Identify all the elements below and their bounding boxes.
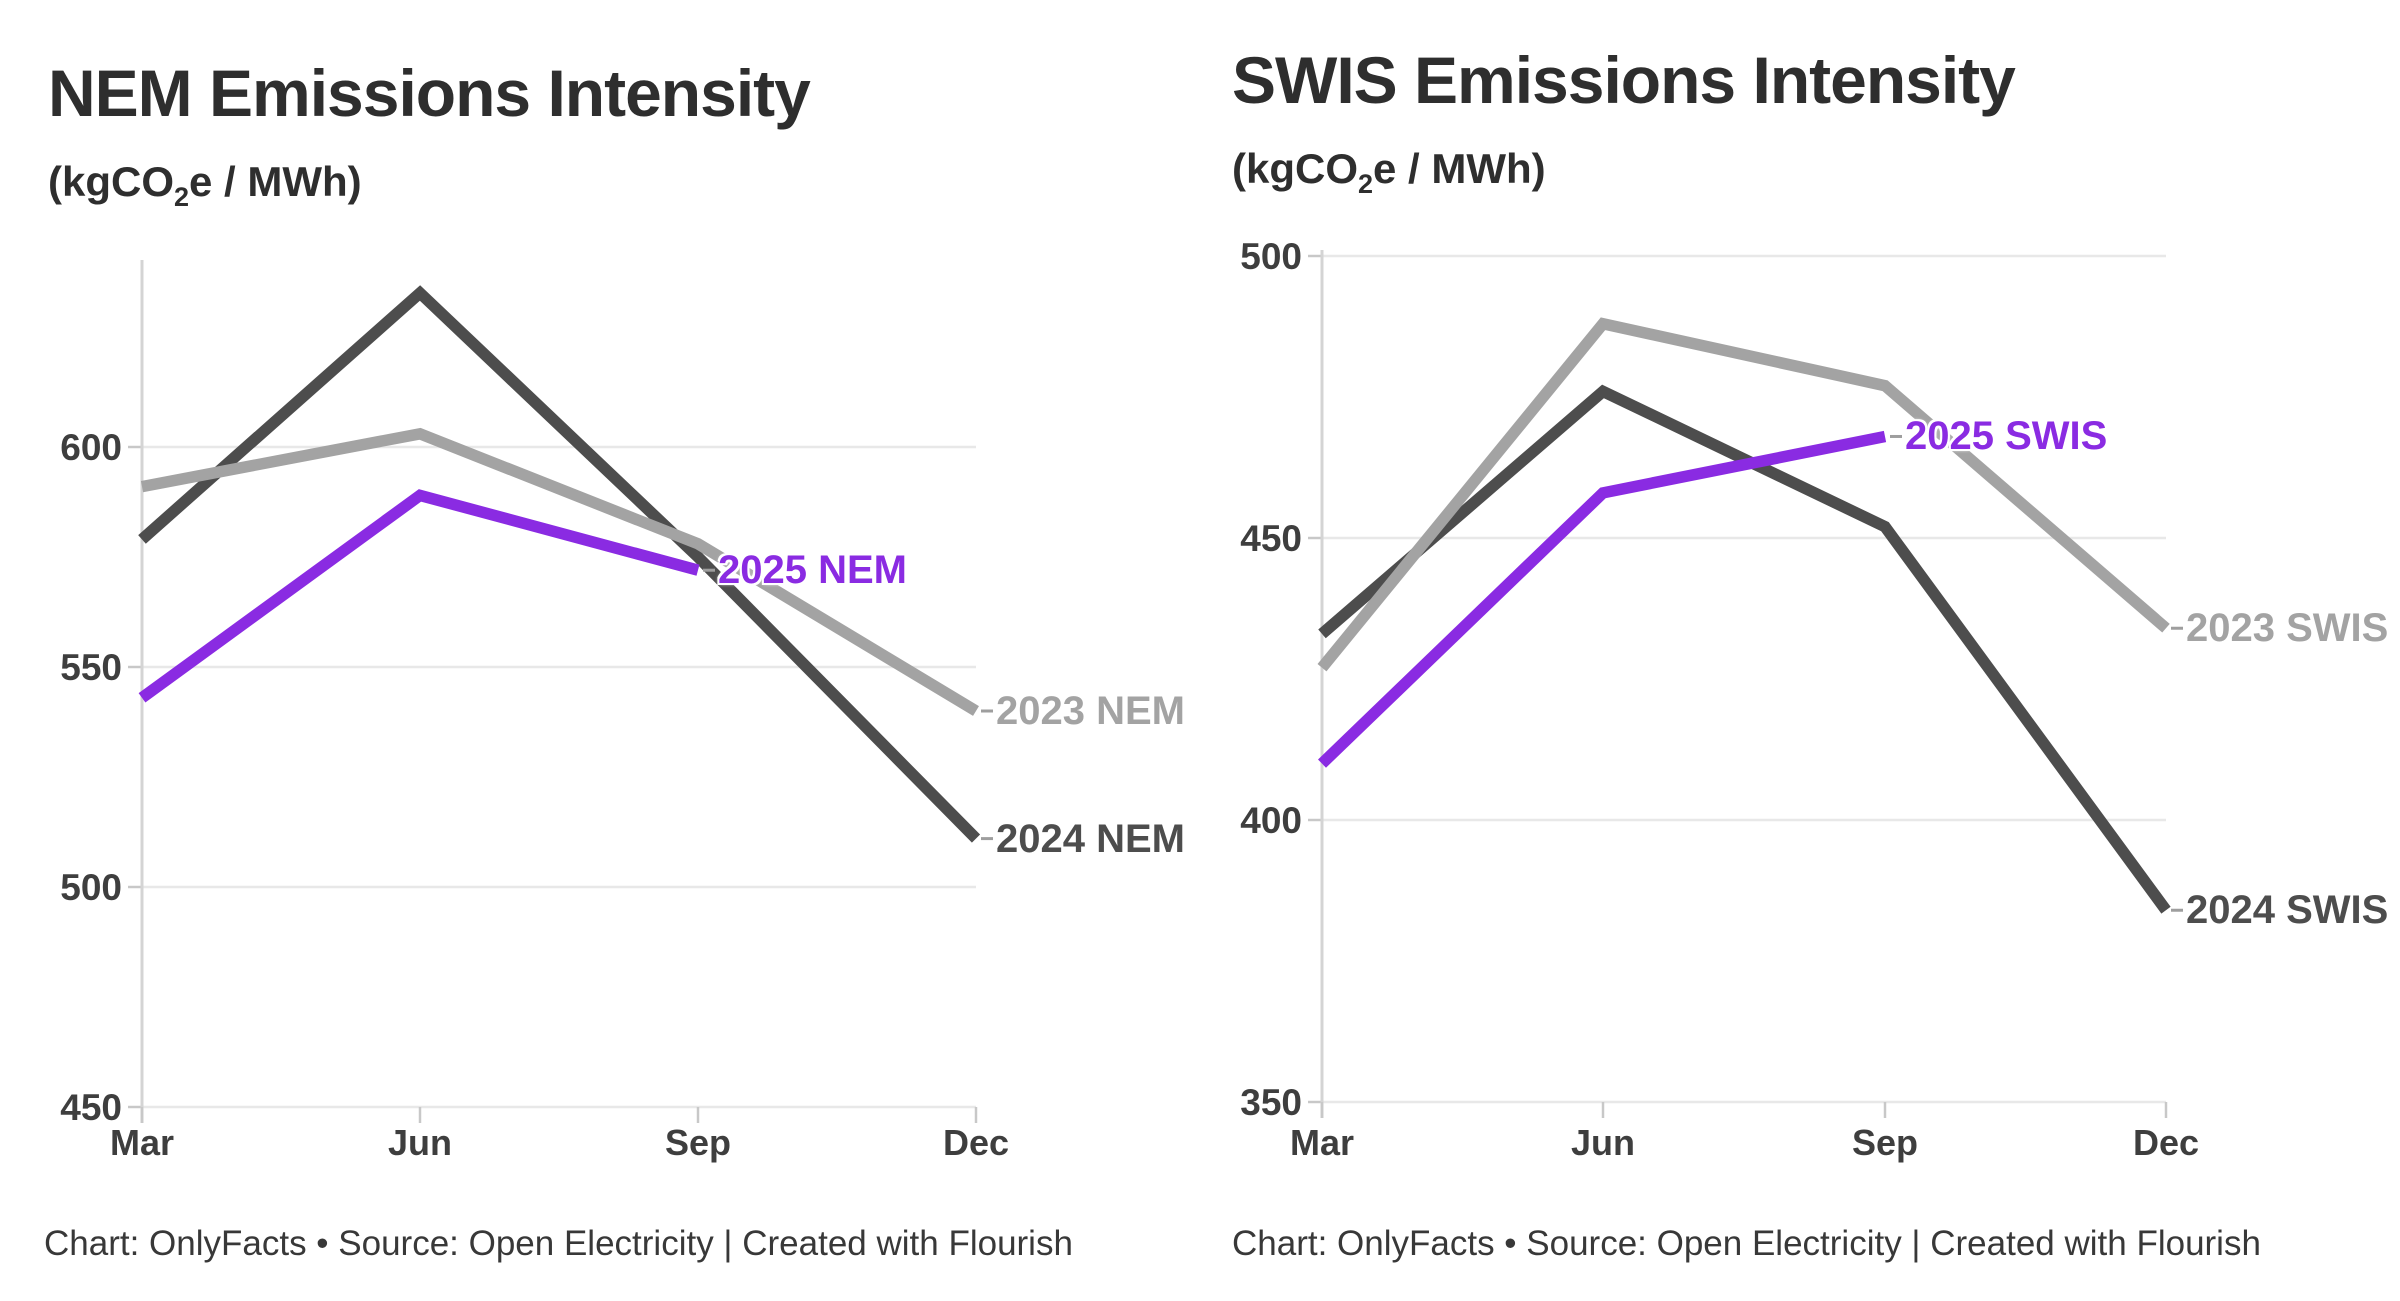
- series-label-2025-nem: 2025 NEM: [718, 548, 907, 593]
- subtitle-text: e / MWh): [1373, 145, 1546, 192]
- x-tick-label-swis-Dec: Dec: [2132, 1122, 2200, 1163]
- x-tick-label-nem-Sep: Sep: [664, 1122, 732, 1163]
- y-tick-label-swis-450: 450: [1240, 518, 1302, 559]
- series-label-2025-swis: 2025 SWIS: [1905, 414, 2108, 459]
- subtitle-subscript: 2: [174, 182, 190, 212]
- y-tick-label-swis-500: 500: [1240, 236, 1302, 277]
- series-line-2023-swis: [1317, 317, 2170, 672]
- chart-footer-nem: Chart: OnlyFacts • Source: Open Electric…: [44, 1224, 1073, 1263]
- series-line-2024-nem: [138, 285, 981, 843]
- y-tick-label-nem-450: 450: [60, 1087, 122, 1128]
- x-tick-label-nem-Jun: Jun: [387, 1122, 452, 1163]
- chart-subtitle-nem: (kgCO2e / MWh): [48, 158, 362, 212]
- series-label-2023-nem: 2023 NEM: [996, 689, 1185, 733]
- chart-title-nem: NEM Emissions Intensity: [48, 56, 811, 130]
- y-tick-label-swis-400: 400: [1240, 800, 1302, 841]
- series-label-2024-nem: 2024 NEM: [996, 816, 1185, 861]
- chart-footer-swis: Chart: OnlyFacts • Source: Open Electric…: [1232, 1224, 2261, 1263]
- series-line-2025-nem: [138, 489, 700, 703]
- y-tick-label-nem-600: 600: [60, 427, 122, 468]
- y-tick-label-swis-350: 350: [1240, 1082, 1302, 1123]
- series-label-2024-swis: 2024 SWIS: [2186, 888, 2389, 933]
- subtitle-subscript: 2: [1358, 169, 1374, 199]
- y-tick-label-nem-550: 550: [60, 647, 122, 688]
- x-tick-label-swis-Mar: Mar: [1289, 1122, 1355, 1163]
- chart-subtitle-swis: (kgCO2e / MWh): [1232, 145, 1546, 199]
- series-line-2025-swis: [1318, 430, 1887, 768]
- chart-title-swis: SWIS Emissions Intensity: [1232, 43, 2016, 117]
- subtitle-text: (kgCO: [1232, 145, 1358, 192]
- series-label-2023-swis: 2023 SWIS: [2186, 606, 2389, 651]
- x-tick-label-swis-Sep: Sep: [1851, 1122, 1919, 1163]
- series-line-2023-nem: [140, 427, 979, 716]
- x-tick-label-nem-Dec: Dec: [942, 1122, 1010, 1163]
- y-tick-label-nem-500: 500: [60, 867, 122, 908]
- subtitle-text: (kgCO: [48, 158, 174, 205]
- x-tick-label-swis-Jun: Jun: [1570, 1122, 1635, 1163]
- x-tick-label-nem-Mar: Mar: [109, 1122, 175, 1163]
- subtitle-text: e / MWh): [189, 158, 362, 205]
